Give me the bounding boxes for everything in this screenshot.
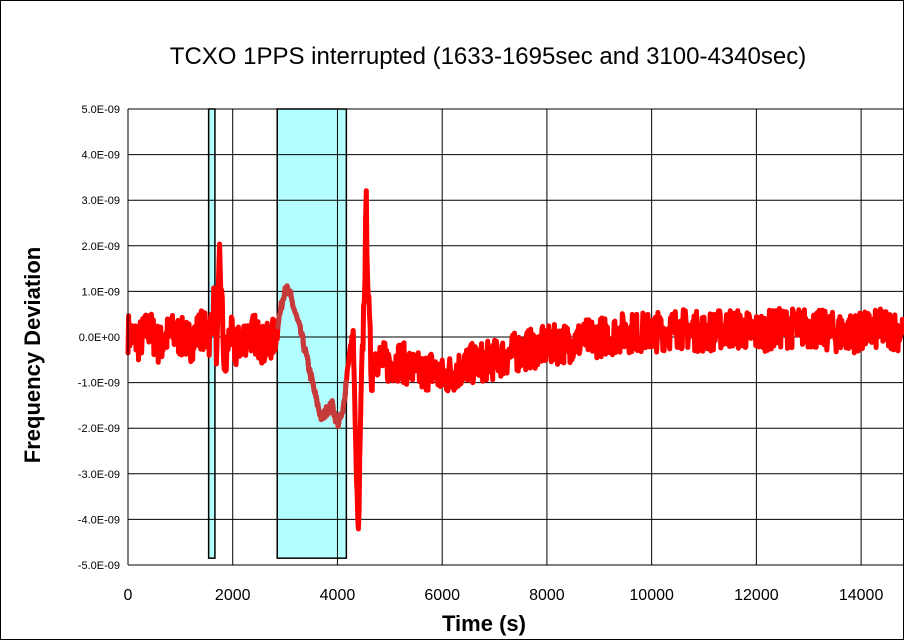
y-tick-label-2: 3.0E-09 [81,195,120,207]
chart-title: TCXO 1PPS interrupted (1633-1695sec and … [170,43,806,70]
y-tick-label-6: -1.0E-09 [78,378,120,390]
series-line-shaded-segment-0 [275,283,349,429]
x-tick-label-6: 12000 [734,587,779,604]
y-tick-label-0: 5.0E-09 [81,104,120,116]
y-tick-label-9: -4.0E-09 [78,514,120,526]
y-tick-labels: 5.0E-09 4.0E-09 3.0E-09 2.0E-09 1.0E-09 0.0E+… [78,104,120,572]
x-axis-label: Time (s) [442,611,526,636]
y-tick-label-7: -2.0E-09 [78,423,120,435]
x-tick-label-4: 8000 [529,587,565,604]
shaded-region-1 [276,108,348,559]
x-tick-label-7: 14000 [839,587,884,604]
x-tick-labels: 0 2000 4000 6000 8000 10000 12000 14000 [124,587,884,604]
x-tick-label-2: 4000 [320,587,356,604]
x-tick-label-3: 6000 [424,587,460,604]
y-tick-label-8: -3.0E-09 [78,469,120,481]
y-axis-label: Frequency Deviation [20,247,45,463]
axes [127,109,903,566]
y-tick-label-3: 2.0E-09 [81,241,120,253]
series-line-0 [125,188,904,532]
y-tick-label-10: -5.0E-09 [78,560,120,572]
y-tick-label-5: 0.0E+00 [79,332,120,344]
x-tick-label-0: 0 [124,587,133,604]
x-tick-label-1: 2000 [215,587,251,604]
y-tick-label-4: 1.0E-09 [81,286,120,298]
y-tick-label-1: 4.0E-09 [81,150,120,162]
series-group [125,188,904,532]
x-tick-label-5: 10000 [629,587,674,604]
